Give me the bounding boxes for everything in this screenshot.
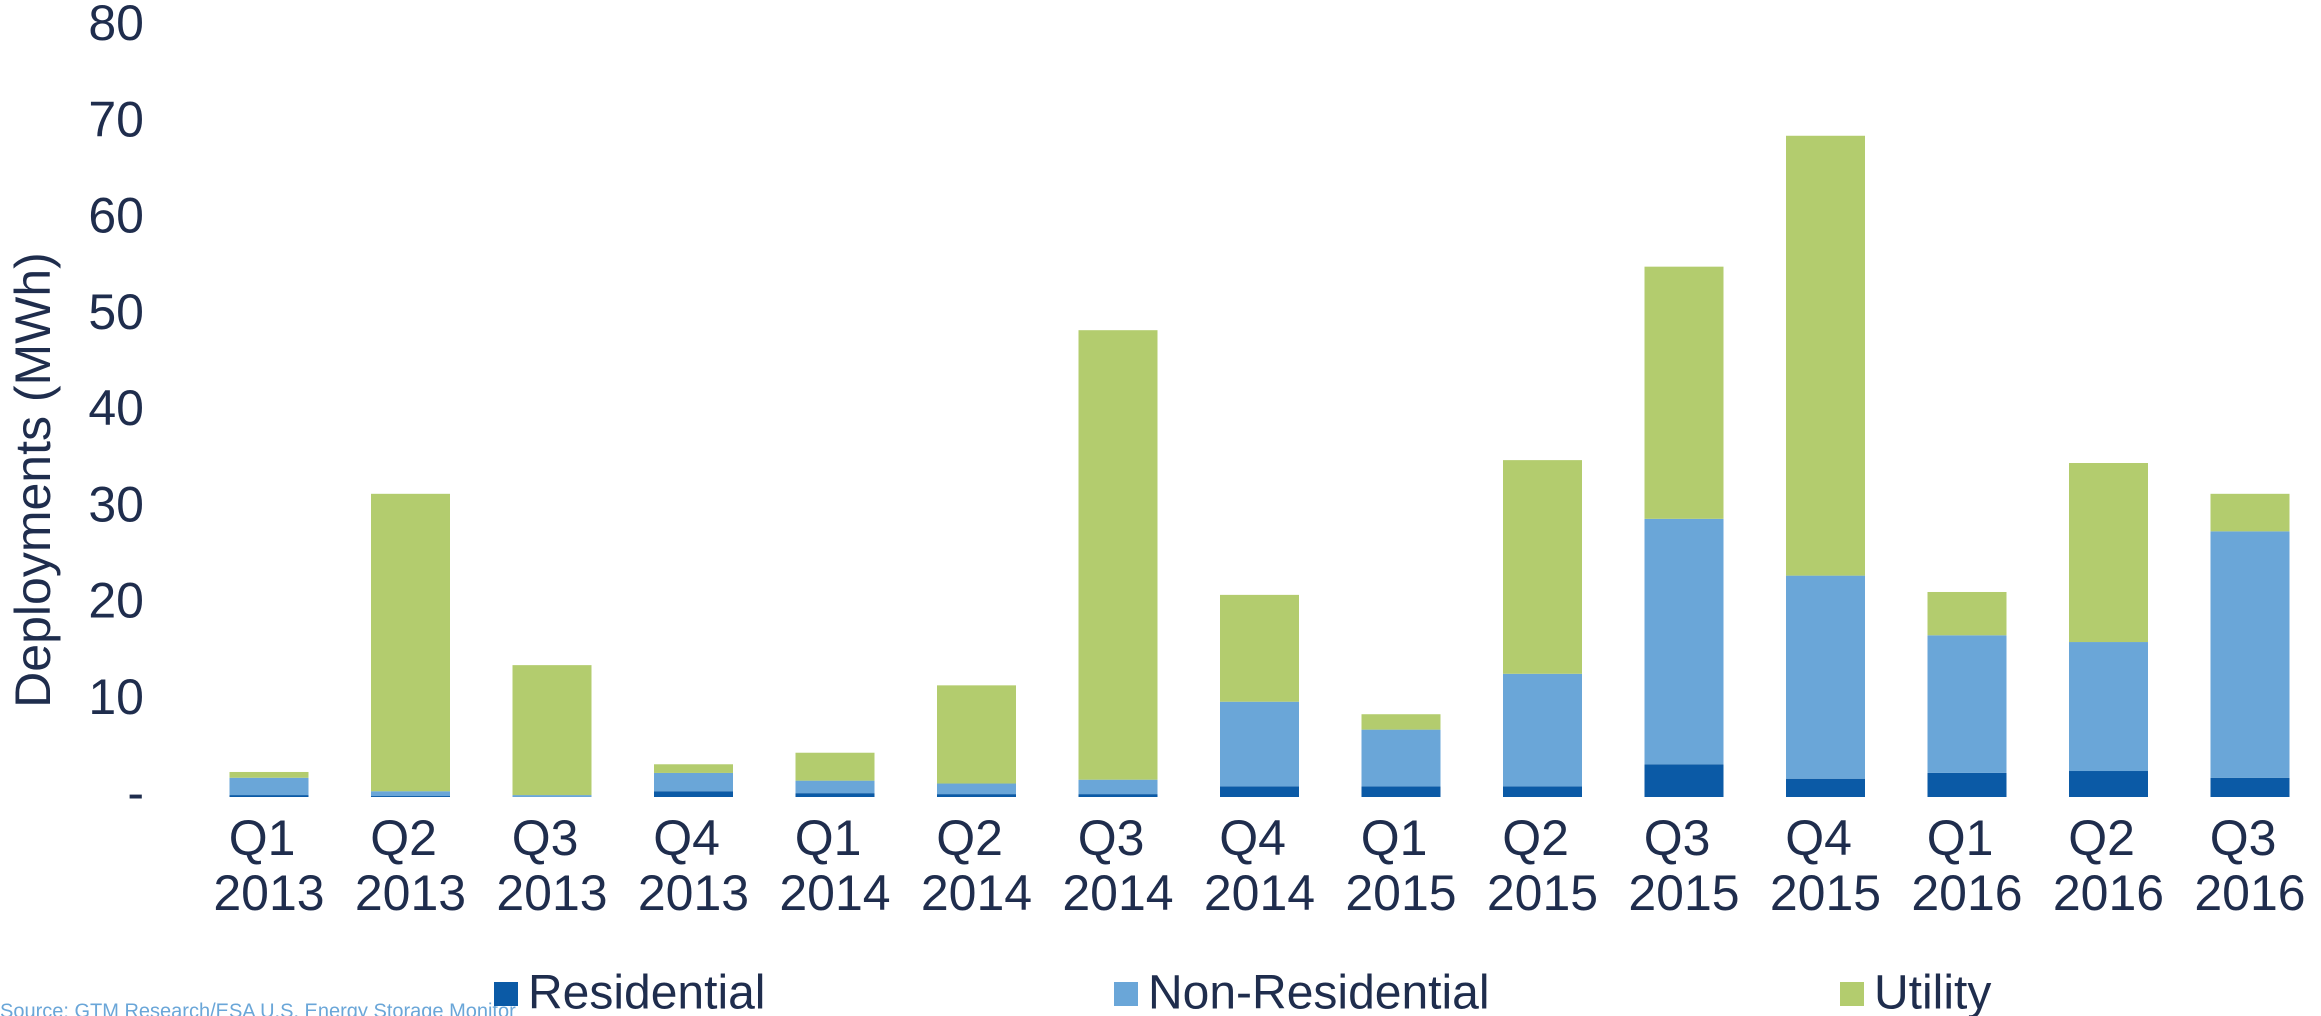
bar-segment: [1361, 786, 1441, 797]
x-tick-label: Q2 2016: [2053, 810, 2164, 921]
y-tick-label: 20: [88, 573, 144, 629]
bar-segment: [2210, 531, 2290, 778]
bar-segment: [1078, 794, 1158, 797]
x-tick-label: Q4 2015: [1770, 810, 1881, 921]
x-tick-label: Q1 2016: [1911, 810, 2022, 921]
x-tick-label: Q3 2015: [1628, 810, 1739, 921]
bar-segment: [1220, 594, 1299, 702]
y-tick-label: 10: [88, 669, 144, 725]
x-tick-label: Q2 2014: [921, 810, 1032, 921]
bar-segment: [1361, 714, 1441, 730]
y-tick-label: 30: [88, 476, 144, 532]
y-tick-label: 70: [88, 91, 144, 147]
bar-segment: [1786, 778, 1865, 797]
x-tick-label: Q4 2014: [1204, 810, 1315, 921]
bar-segment: [229, 795, 309, 797]
bar-segment: [1503, 673, 1582, 787]
y-axis-label: Deployments (MWh): [5, 252, 61, 708]
bar-segment: [512, 665, 592, 796]
bar-segment: [795, 780, 875, 794]
legend-label: Residential: [528, 967, 765, 1016]
bar-segment: [1644, 764, 1724, 797]
x-tick-label: Q2 2013: [355, 810, 466, 921]
bar-segment: [229, 771, 309, 778]
bar-segment: [937, 685, 1016, 784]
x-tick-label: Q4 2013: [638, 810, 749, 921]
bar-segment: [371, 791, 450, 797]
bar-segment: [1503, 786, 1582, 797]
source-note: Source: GTM Research/ESA U.S. Energy Sto…: [0, 1000, 516, 1016]
bar-segment: [1644, 266, 1724, 519]
bar-segment: [2210, 493, 2290, 532]
y-tick-label: 40: [88, 380, 144, 436]
bar-segment: [795, 793, 875, 797]
x-tick-label: Q1 2014: [779, 810, 890, 921]
bar-segment: [654, 772, 733, 792]
x-tick-label: Q1 2015: [1345, 810, 1456, 921]
bar-segment: [1644, 518, 1724, 765]
bar-segment: [1220, 701, 1299, 787]
x-tick-label: Q2 2015: [1487, 810, 1598, 921]
bar-segment: [1786, 575, 1865, 779]
x-tick-label: Q3 2016: [2194, 810, 2305, 921]
bar-segment: [654, 764, 733, 773]
y-tick-label: 60: [88, 188, 144, 244]
bar-segment: [371, 493, 450, 792]
y-tick-label: -: [127, 765, 144, 821]
bar-segment: [2069, 463, 2148, 643]
bar-segment: [2069, 642, 2148, 772]
y-tick-label: 50: [88, 284, 144, 340]
bar-segment: [1361, 729, 1441, 787]
bar-segment: [795, 752, 875, 781]
bar-segment: [937, 794, 1016, 797]
x-tick-label: Q3 2013: [496, 810, 607, 921]
bar-segment: [1503, 460, 1582, 674]
x-tick-label: Q3 2014: [1062, 810, 1173, 921]
x-tick-label: Q1 2013: [213, 810, 324, 921]
bar-segment: [1078, 779, 1158, 795]
bar-segment: [512, 795, 592, 797]
legend-swatch: [1114, 982, 1138, 1006]
bar-segment: [1220, 786, 1299, 797]
legend-swatch: [494, 982, 518, 1006]
legend-swatch: [1840, 982, 1864, 1006]
legend-label: Utility: [1874, 967, 1991, 1016]
bar-segment: [1927, 772, 2007, 797]
bar-segment: [937, 783, 1016, 795]
bar-segment: [1078, 330, 1158, 780]
bar-segment: [2069, 771, 2148, 797]
bar-segment: [229, 777, 309, 796]
bar-segment: [1786, 135, 1865, 576]
y-tick-label: 80: [88, 0, 144, 51]
bar-segment: [1927, 635, 2007, 773]
bar-segment: [654, 791, 733, 797]
bar-segment: [371, 796, 450, 797]
bar-segment: [1927, 591, 2007, 636]
legend-label: Non-Residential: [1148, 967, 1490, 1016]
bar-segment: [2210, 777, 2290, 797]
